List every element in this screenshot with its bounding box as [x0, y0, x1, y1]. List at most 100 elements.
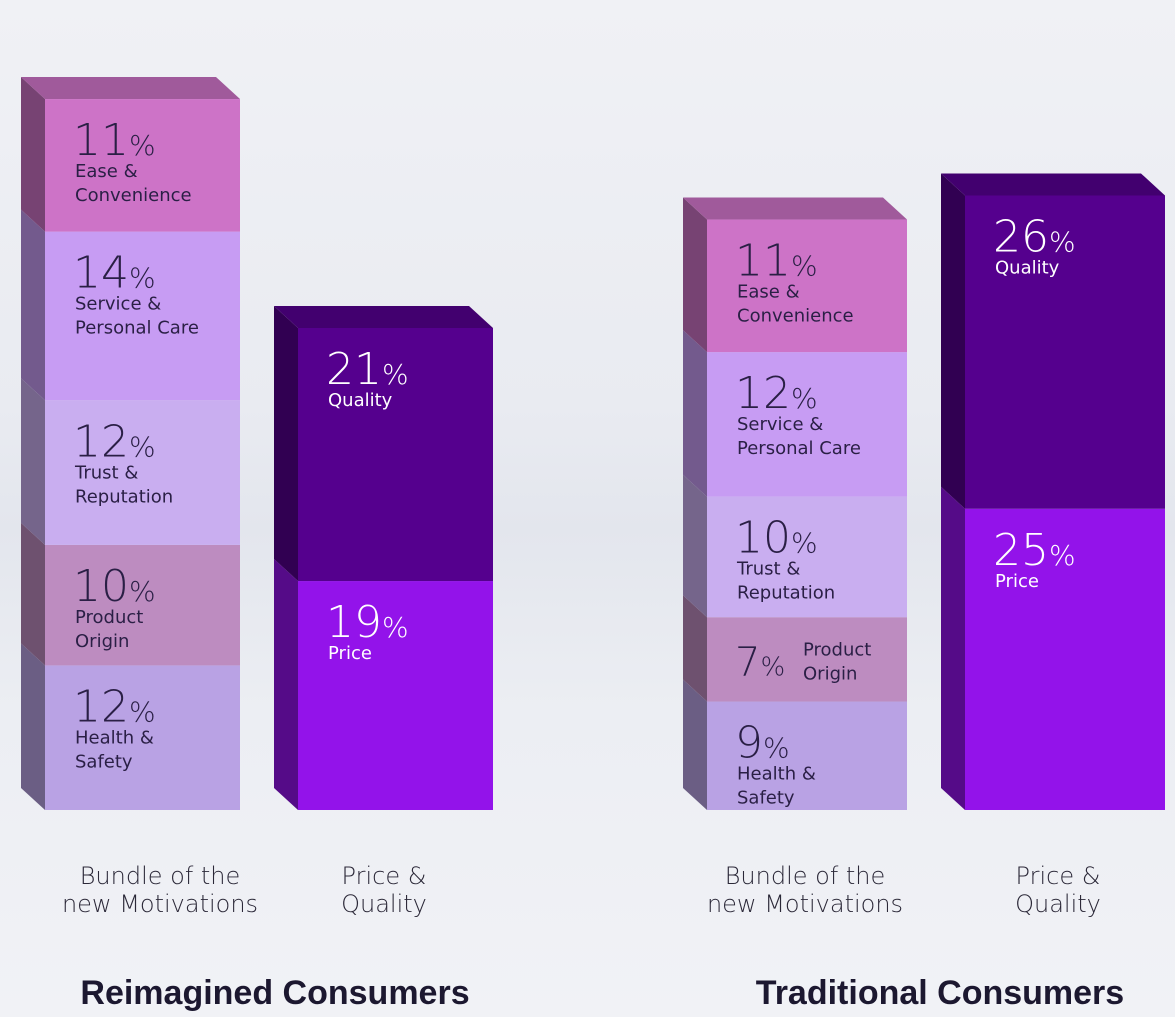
data-label-trust-and-reputation: 12% — [73, 416, 156, 467]
bar-segment-ease-and-convenience: 11%Ease & Convenience — [683, 197, 907, 353]
bar-bundle-of-the-new-motivations: 12%Health &Safety10%ProductOrigin12%Trus… — [21, 77, 240, 810]
bar-segment-product-origin: 10%Product Origin — [21, 522, 240, 666]
segment-label-trust-and-reputation: Reputation — [75, 486, 173, 507]
data-label-quality: 21% — [326, 344, 409, 395]
bar-segment-health-and-safety: 9%Health & Safety — [683, 679, 907, 810]
bar-side-face — [21, 522, 45, 666]
segment-label-product-origin: Product — [75, 607, 143, 628]
bar-side-face — [21, 209, 45, 401]
segment-label-service-and-personal-care: Personal Care — [737, 438, 861, 459]
bar-segment-quality: 26%Quality — [941, 173, 1165, 509]
bar-front-face — [298, 581, 493, 810]
bar-front-face — [707, 701, 907, 810]
segment-label-health-and-safety: Safety — [737, 788, 795, 809]
bar-side-face — [21, 643, 45, 810]
segment-label-ease-and-convenience: Convenience — [75, 185, 192, 206]
data-label-price: 25% — [993, 525, 1076, 576]
bar-front-face — [45, 544, 240, 666]
category-label-price-and-quality: Quality — [341, 890, 427, 918]
segment-label-service-and-personal-care: Personal Care — [75, 318, 199, 339]
bar-segment-service-and-personal-care: 12%Service & Personal Care — [683, 330, 907, 497]
segment-label-product-origin: Origin — [803, 663, 857, 684]
bar-front-face — [707, 496, 907, 618]
bar-front-face — [45, 665, 240, 810]
bar-top-face — [683, 197, 907, 220]
segment-label-health-and-safety: Health & — [737, 764, 816, 785]
data-label-trust-and-reputation: 10% — [735, 513, 818, 564]
bar-segment-trust-and-reputation: 10%Trust & Reputation — [683, 474, 907, 618]
bar-side-face — [683, 679, 707, 810]
category-label-bundle-of-the-new-motivations: Bundle of the — [80, 862, 241, 890]
segment-label-service-and-personal-care: Service & — [737, 414, 823, 435]
bar-segment-health-and-safety: 12%Health & Safety — [21, 643, 240, 810]
segment-label-ease-and-convenience: Convenience — [737, 306, 854, 327]
bar-bundle-of-the-new-motivations: 9%Health & Safety 7% Product Origin 10%Trust … — [683, 197, 907, 810]
bar-segment-price: 25%Price — [941, 486, 1165, 810]
data-label-ease-and-convenience: 11% — [735, 236, 818, 287]
data-label-ease-and-convenience: 11% — [73, 115, 156, 166]
segment-label-product-origin: Product — [803, 639, 871, 660]
bar-side-face — [941, 486, 965, 810]
bar-side-face — [21, 77, 45, 232]
segment-label-health-and-safety: Health & — [75, 727, 154, 748]
bar-side-face — [274, 306, 298, 582]
bar-front-face — [965, 508, 1165, 810]
data-label-service-and-personal-care: 12% — [735, 368, 818, 419]
bar-segment-quality: 21%Quality — [274, 306, 493, 582]
segment-label-trust-and-reputation: Trust & — [736, 559, 800, 580]
data-label-health-and-safety: 12% — [73, 681, 156, 732]
segment-label-service-and-personal-care: Service & — [75, 294, 161, 315]
segment-label-ease-and-convenience: Ease & — [75, 161, 138, 182]
chart-group-traditional-consumers: 9%Health & Safety 7% Product Origin 10%Trust … — [683, 173, 1165, 1012]
bar-front-face — [45, 231, 240, 401]
bar-side-face — [21, 378, 45, 545]
category-label-price-and-quality: Price & — [342, 862, 427, 890]
bar-segment-price: 19%Price — [274, 559, 493, 810]
segment-label-price: Price — [328, 643, 372, 664]
segment-label-price: Price — [995, 571, 1039, 592]
bar-side-face — [683, 197, 707, 353]
segment-label-quality: Quality — [995, 257, 1060, 278]
group-title-traditional-consumers: Traditional Consumers — [756, 974, 1124, 1012]
bar-front-face — [707, 352, 907, 497]
segment-label-product-origin: Origin — [75, 631, 129, 652]
data-label-quality: 26% — [993, 211, 1076, 262]
bar-side-face — [683, 330, 707, 497]
bar-segment-service-and-personal-care: 14%Service & Personal Care — [21, 209, 240, 401]
bar-front-face — [707, 219, 907, 353]
bar-front-face — [965, 195, 1165, 509]
bar-top-face — [21, 77, 240, 100]
data-label-health-and-safety: 9% — [735, 718, 790, 769]
data-label-price: 19% — [326, 597, 409, 648]
data-label-product-origin: 7% — [735, 639, 785, 685]
category-label-bundle-of-the-new-motivations: new Motivations — [707, 890, 903, 918]
bar-side-face — [683, 474, 707, 618]
group-title-reimagined-consumers: Reimagined Consumers — [80, 974, 469, 1012]
bar-front-face — [45, 400, 240, 545]
segment-label-health-and-safety: Safety — [75, 751, 133, 772]
bar-side-face — [941, 173, 965, 509]
data-label-product-origin: 10% — [73, 561, 156, 612]
category-label-bundle-of-the-new-motivations: new Motivations — [62, 890, 258, 918]
segment-label-quality: Quality — [328, 390, 393, 411]
bar-segment-trust-and-reputation: 12%Trust & Reputation — [21, 378, 240, 545]
category-label-price-and-quality: Quality — [1015, 890, 1101, 918]
bar-side-face — [683, 595, 707, 702]
data-label-service-and-personal-care: 14% — [73, 248, 156, 299]
bar-front-face — [45, 99, 240, 232]
segment-label-trust-and-reputation: Trust & — [74, 462, 138, 483]
bar-front-face — [298, 328, 493, 582]
category-label-bundle-of-the-new-motivations: Bundle of the — [725, 862, 886, 890]
bar-segment-product-origin: 7% Product Origin — [683, 595, 907, 702]
bar-top-face — [941, 173, 1165, 196]
segment-label-trust-and-reputation: Reputation — [737, 583, 835, 604]
segment-label-ease-and-convenience: Ease & — [737, 282, 800, 303]
bar-side-face — [274, 559, 298, 810]
bar-top-face — [274, 306, 493, 328]
chart-group-reimagined-consumers: 12%Health &Safety10%ProductOrigin12%Trus… — [21, 77, 493, 1012]
bar-front-face — [707, 617, 907, 702]
bar-segment-ease-and-convenience: 11%Ease & Convenience — [21, 77, 240, 232]
